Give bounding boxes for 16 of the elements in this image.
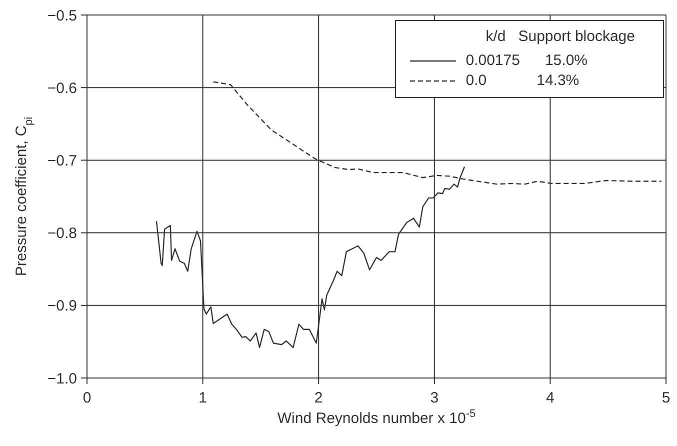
- legend-label: 0.00175 15.0%: [466, 51, 588, 71]
- x-tick-label: 4: [546, 390, 554, 407]
- y-tick-label: −0.9: [47, 298, 77, 315]
- x-tick-label: 1: [198, 390, 207, 407]
- y-tick-label: −1.0: [47, 370, 77, 388]
- y-tick-label: −0.7: [47, 152, 77, 170]
- legend-title: k/d Support blockage: [484, 27, 635, 47]
- y-tick-label: −0.6: [47, 80, 77, 97]
- x-tick-label: 2: [314, 390, 323, 407]
- x-tick-label: 5: [662, 390, 670, 407]
- y-tick-label: −0.8: [47, 225, 77, 242]
- y-tick-label: −0.5: [47, 7, 77, 24]
- x-tick-label: 3: [430, 390, 439, 407]
- x-tick-label: 0: [82, 390, 92, 407]
- legend-label: 0.0 14.3%: [466, 71, 580, 91]
- x-axis-title: Wind Reynolds number x 10$^{-5}$: [277, 408, 476, 427]
